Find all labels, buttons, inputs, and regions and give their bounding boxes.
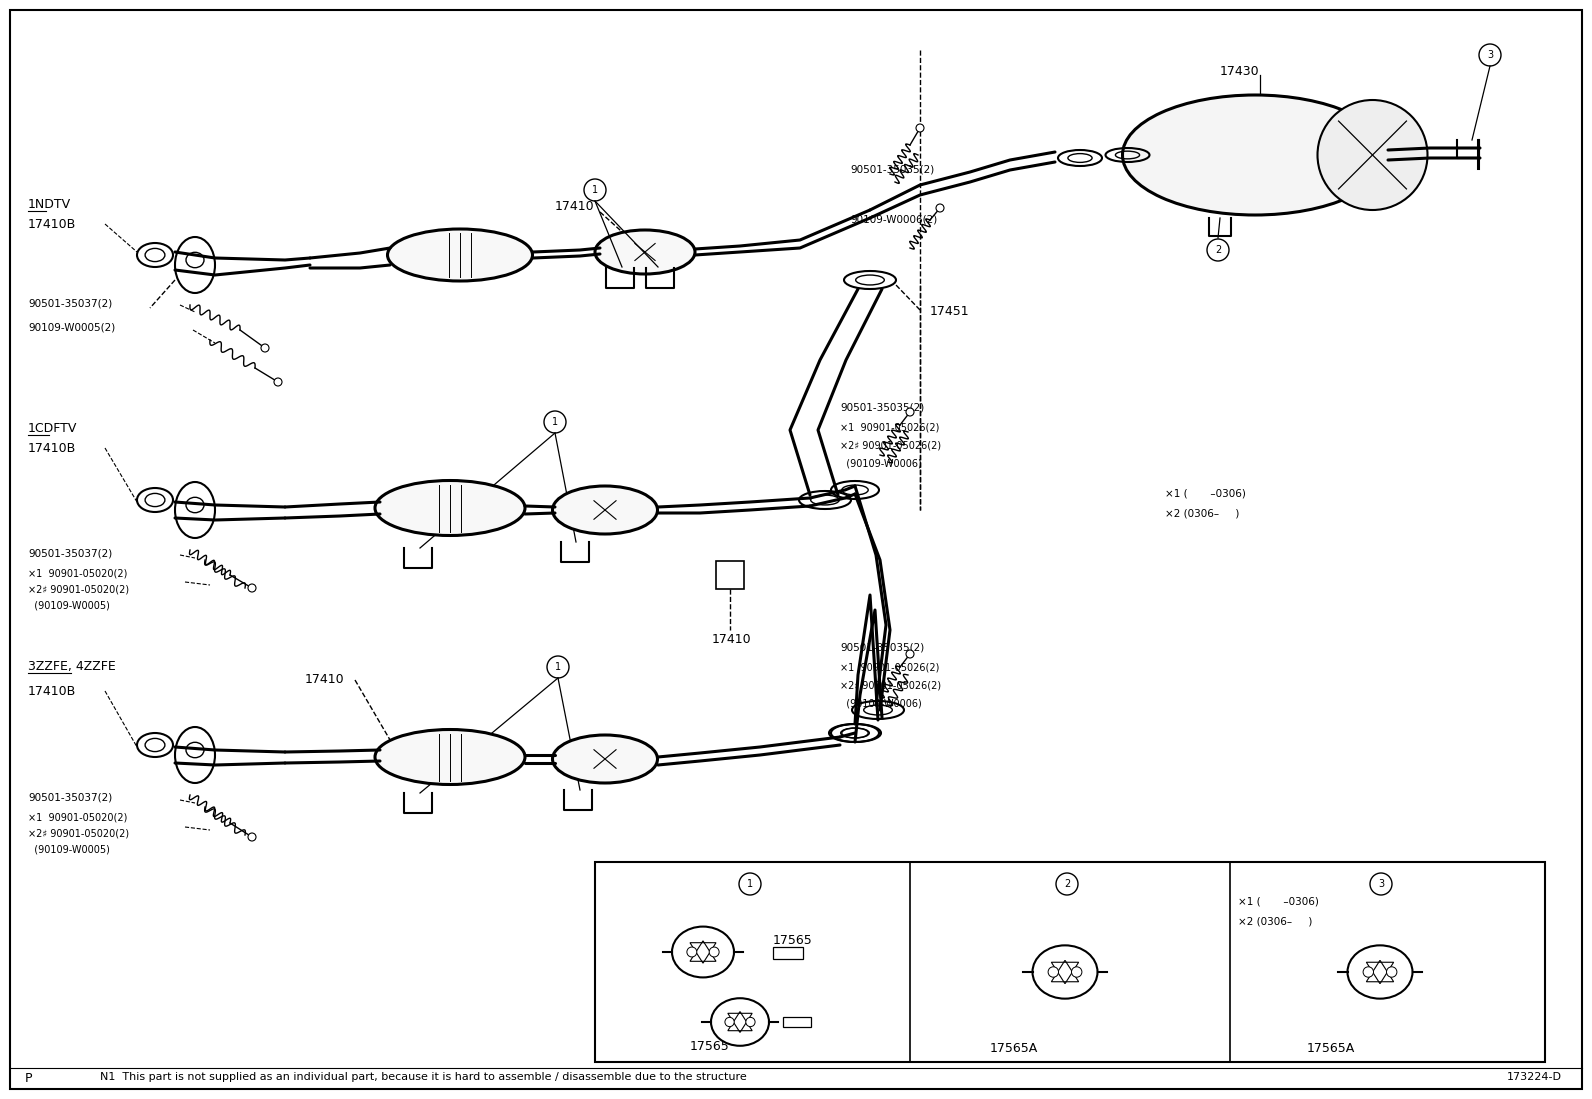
Text: (90109-W0006): (90109-W0006) bbox=[841, 699, 922, 709]
Circle shape bbox=[724, 1018, 734, 1026]
Circle shape bbox=[745, 1018, 755, 1026]
Text: 3: 3 bbox=[1487, 49, 1493, 60]
Bar bbox=[716, 560, 743, 589]
Text: 17565: 17565 bbox=[774, 934, 814, 947]
Text: 90501-35037(2): 90501-35037(2) bbox=[29, 793, 113, 803]
Circle shape bbox=[1048, 967, 1059, 977]
Text: 1: 1 bbox=[552, 417, 559, 428]
Text: 90109-W0006(2): 90109-W0006(2) bbox=[850, 215, 938, 225]
Text: 1: 1 bbox=[556, 662, 560, 671]
Ellipse shape bbox=[1122, 95, 1388, 215]
Circle shape bbox=[1071, 967, 1083, 977]
Circle shape bbox=[1318, 100, 1428, 210]
Circle shape bbox=[248, 584, 256, 592]
Circle shape bbox=[936, 204, 944, 212]
Text: 173224-D: 173224-D bbox=[1508, 1072, 1562, 1083]
Text: ×2 (0306–     ): ×2 (0306– ) bbox=[1239, 917, 1312, 926]
Circle shape bbox=[1387, 967, 1396, 977]
Text: 90109-W0005(2): 90109-W0005(2) bbox=[29, 322, 115, 332]
Text: 17451: 17451 bbox=[930, 306, 970, 318]
Ellipse shape bbox=[1347, 945, 1412, 999]
Circle shape bbox=[915, 124, 923, 132]
Text: N01: N01 bbox=[720, 567, 740, 577]
Ellipse shape bbox=[376, 480, 525, 535]
Text: ×2♯ 90901-05020(2): ×2♯ 90901-05020(2) bbox=[29, 584, 129, 593]
Text: ×1 (       –0306): ×1 ( –0306) bbox=[1239, 897, 1318, 907]
Ellipse shape bbox=[175, 237, 215, 293]
Text: N1  This part is not supplied as an individual part, because it is hard to assem: N1 This part is not supplied as an indiv… bbox=[100, 1072, 747, 1083]
Text: 1CDFTV: 1CDFTV bbox=[29, 422, 78, 435]
Text: 17410: 17410 bbox=[556, 200, 595, 213]
Ellipse shape bbox=[552, 735, 657, 782]
Text: 1: 1 bbox=[747, 879, 753, 889]
Circle shape bbox=[906, 408, 914, 417]
Ellipse shape bbox=[376, 730, 525, 785]
Bar bbox=[595, 862, 1544, 1062]
Ellipse shape bbox=[1033, 945, 1097, 999]
Circle shape bbox=[708, 947, 720, 957]
Ellipse shape bbox=[595, 230, 696, 274]
Bar bbox=[774, 947, 802, 959]
Text: ×2 (0306–     ): ×2 (0306– ) bbox=[1165, 508, 1240, 518]
Circle shape bbox=[686, 947, 697, 957]
Circle shape bbox=[261, 344, 269, 352]
Text: 17410B: 17410B bbox=[29, 442, 76, 455]
Text: (90109-W0006): (90109-W0006) bbox=[841, 458, 922, 468]
Text: 17565A: 17565A bbox=[1307, 1042, 1355, 1055]
Text: 90501-35035(2): 90501-35035(2) bbox=[841, 402, 925, 412]
Text: 1NDTV: 1NDTV bbox=[29, 198, 72, 211]
Ellipse shape bbox=[175, 482, 215, 539]
Text: 90501-35037(2): 90501-35037(2) bbox=[29, 548, 113, 558]
Circle shape bbox=[248, 833, 256, 841]
Text: (90109-W0005): (90109-W0005) bbox=[29, 845, 110, 855]
Text: P: P bbox=[25, 1072, 32, 1085]
Circle shape bbox=[1363, 967, 1374, 977]
Text: ×1  90901-05020(2): ×1 90901-05020(2) bbox=[29, 568, 127, 578]
Text: 90501-35035(2): 90501-35035(2) bbox=[850, 165, 935, 175]
Text: 90501-35035(2): 90501-35035(2) bbox=[841, 643, 925, 653]
Text: 90501-35037(2): 90501-35037(2) bbox=[29, 298, 113, 308]
Text: ×1  90901-05026(2): ×1 90901-05026(2) bbox=[841, 663, 939, 673]
Text: 3ZZFE, 4ZZFE: 3ZZFE, 4ZZFE bbox=[29, 660, 116, 673]
Text: 2: 2 bbox=[1215, 245, 1221, 255]
Text: 17565: 17565 bbox=[689, 1040, 729, 1053]
Circle shape bbox=[906, 650, 914, 658]
Text: ×1 (       –0306): ×1 ( –0306) bbox=[1165, 488, 1247, 498]
Ellipse shape bbox=[387, 229, 532, 281]
Text: 17410B: 17410B bbox=[29, 685, 76, 698]
Text: ×2♯ 90901-05026(2): ×2♯ 90901-05026(2) bbox=[841, 681, 941, 691]
Ellipse shape bbox=[175, 728, 215, 782]
Text: 17410: 17410 bbox=[306, 673, 344, 686]
Text: 17565A: 17565A bbox=[990, 1042, 1038, 1055]
Bar bbox=[783, 1017, 810, 1026]
Text: ×1  90901-05020(2): ×1 90901-05020(2) bbox=[29, 813, 127, 823]
Text: 3: 3 bbox=[1379, 879, 1383, 889]
Text: ×2♯ 90901-05026(2): ×2♯ 90901-05026(2) bbox=[841, 440, 941, 449]
Text: 2: 2 bbox=[1063, 879, 1070, 889]
Text: 17430: 17430 bbox=[1219, 65, 1259, 78]
Text: 17410B: 17410B bbox=[29, 218, 76, 231]
Text: 17410: 17410 bbox=[712, 633, 751, 646]
Text: (90109-W0005): (90109-W0005) bbox=[29, 600, 110, 610]
Ellipse shape bbox=[712, 998, 769, 1046]
Text: 1: 1 bbox=[592, 185, 599, 195]
Text: ×1  90901-05026(2): ×1 90901-05026(2) bbox=[841, 422, 939, 432]
Circle shape bbox=[274, 378, 282, 386]
Ellipse shape bbox=[552, 486, 657, 534]
Ellipse shape bbox=[672, 926, 734, 977]
Text: ×2♯ 90901-05020(2): ×2♯ 90901-05020(2) bbox=[29, 829, 129, 839]
